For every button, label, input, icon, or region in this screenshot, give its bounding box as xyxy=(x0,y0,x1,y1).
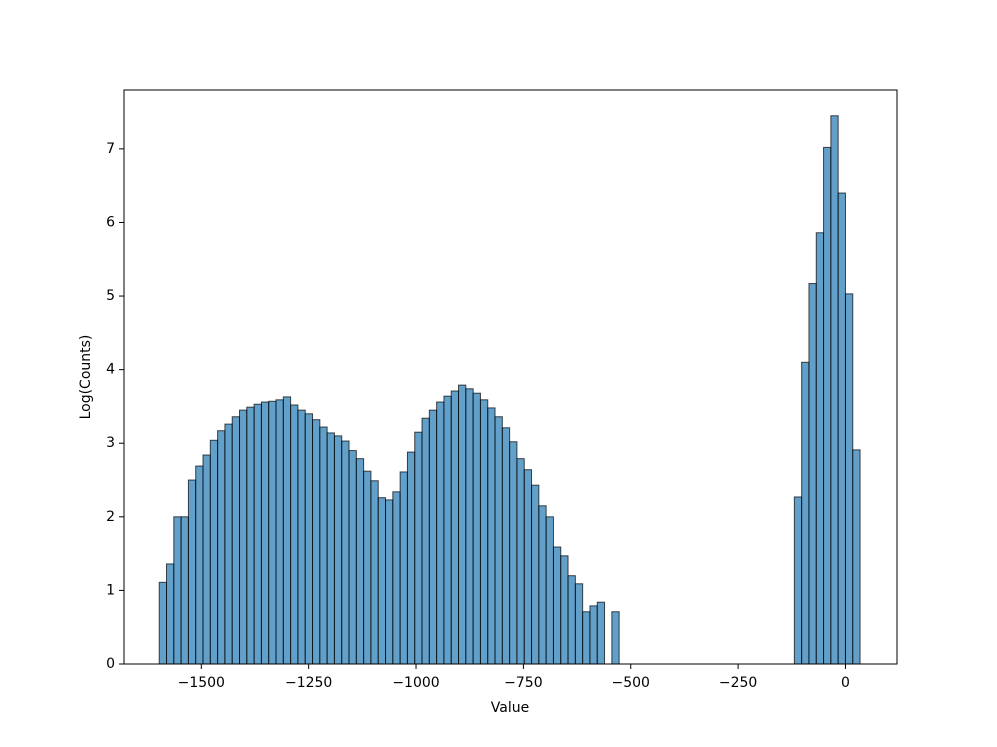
bar xyxy=(801,361,810,665)
bar xyxy=(808,283,817,665)
bar xyxy=(224,423,233,665)
bar xyxy=(348,450,357,665)
bar xyxy=(472,392,481,665)
y-tick-label: 0 xyxy=(106,656,115,672)
bar xyxy=(166,563,175,665)
bar xyxy=(414,431,423,665)
bar xyxy=(202,454,211,665)
bar xyxy=(844,293,854,665)
bar xyxy=(509,441,518,665)
y-tick-label: 5 xyxy=(106,288,115,304)
bar xyxy=(531,484,540,665)
x-tick-label: −1500 xyxy=(178,675,225,691)
x-tick-label: 0 xyxy=(841,675,850,691)
x-tick-label: −250 xyxy=(719,675,757,691)
bar xyxy=(538,505,547,665)
bar xyxy=(158,581,168,665)
bar xyxy=(319,426,328,665)
bar xyxy=(406,451,416,665)
bar xyxy=(837,192,846,665)
bar xyxy=(312,419,321,665)
bar xyxy=(187,479,197,665)
bar xyxy=(355,458,365,665)
bar xyxy=(589,605,598,665)
bar xyxy=(552,546,562,665)
bar xyxy=(246,406,255,665)
x-tick-label: −500 xyxy=(612,675,650,691)
bar xyxy=(209,439,219,665)
bar xyxy=(260,401,270,665)
bar xyxy=(574,583,584,665)
bar xyxy=(421,417,430,665)
bar xyxy=(450,390,460,665)
bar xyxy=(268,400,277,665)
bar xyxy=(516,458,525,665)
bar xyxy=(545,516,554,665)
bar xyxy=(377,497,387,665)
bar xyxy=(195,465,204,665)
bar xyxy=(582,611,591,665)
bar xyxy=(341,440,350,665)
y-tick-label: 2 xyxy=(106,509,115,525)
x-tick-label: −1000 xyxy=(392,675,439,691)
bar xyxy=(815,232,825,665)
bar xyxy=(487,407,496,665)
bar xyxy=(611,611,620,665)
y-axis-label: Log(Counts) xyxy=(78,335,94,420)
bar xyxy=(290,404,299,665)
bar xyxy=(428,409,438,665)
y-tick-label: 1 xyxy=(106,582,115,598)
y-tick-label: 3 xyxy=(106,435,115,451)
bar xyxy=(465,388,474,665)
bar xyxy=(239,409,248,665)
y-tick-label: 7 xyxy=(106,141,115,157)
bar xyxy=(443,395,452,665)
bar xyxy=(326,432,335,665)
bar xyxy=(275,399,284,665)
bar xyxy=(333,435,343,665)
x-tick-label: −1250 xyxy=(285,675,332,691)
bar xyxy=(501,427,511,665)
x-axis-label: Value xyxy=(491,700,529,716)
bar xyxy=(830,115,839,665)
bar xyxy=(363,470,372,665)
x-tick-label: −750 xyxy=(504,675,542,691)
plot-frame xyxy=(123,89,898,665)
bar xyxy=(282,396,292,665)
y-tick-label: 6 xyxy=(106,214,115,230)
bar xyxy=(253,403,262,665)
bar xyxy=(823,146,832,665)
bar xyxy=(392,491,401,665)
bar xyxy=(852,449,861,665)
bar xyxy=(560,555,569,665)
bar xyxy=(458,384,467,665)
bar xyxy=(793,496,803,665)
bar xyxy=(370,480,379,665)
bar xyxy=(217,430,226,665)
bar xyxy=(523,469,533,665)
bar xyxy=(304,413,314,665)
bar xyxy=(479,399,489,665)
bar xyxy=(494,416,503,665)
bar xyxy=(436,401,445,665)
bar xyxy=(567,575,576,665)
bar xyxy=(399,471,408,665)
bar xyxy=(180,516,189,665)
bar xyxy=(385,499,394,665)
bar xyxy=(596,601,606,665)
bar xyxy=(297,409,306,665)
y-tick-label: 4 xyxy=(106,362,115,378)
bar xyxy=(231,416,241,665)
bar xyxy=(173,516,182,665)
